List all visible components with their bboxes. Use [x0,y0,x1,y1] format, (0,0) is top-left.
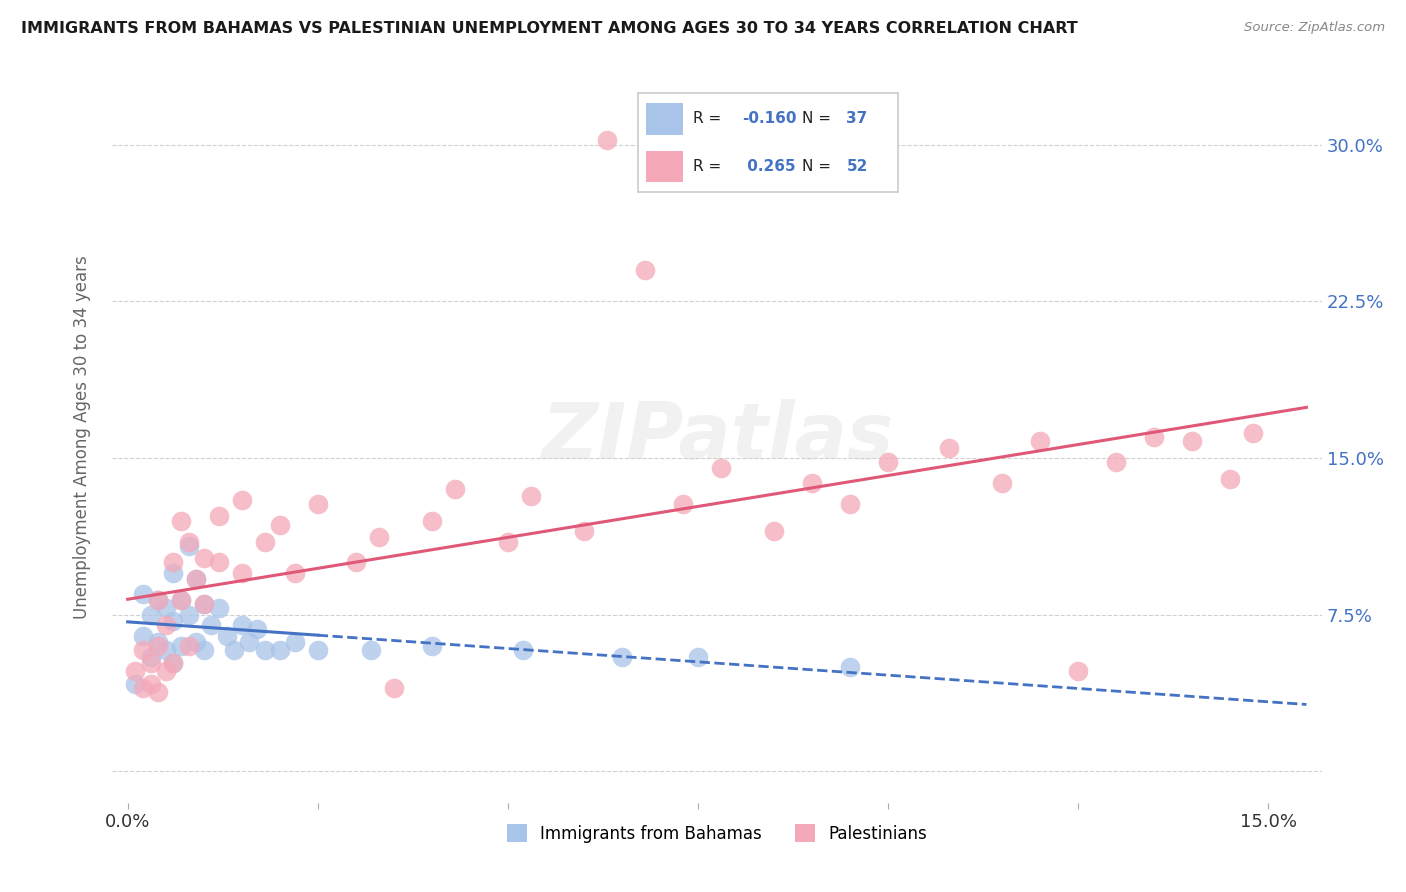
Point [877,455,900,469]
Y-axis label: Unemployment Among Ages 30 to 34 years: Unemployment Among Ages 30 to 34 years [73,255,91,619]
Point [1029,434,1052,449]
Text: ZIPatlas: ZIPatlas [541,399,893,475]
Point [1105,455,1128,469]
Point [170,639,193,653]
Point [193,597,215,611]
Point [124,664,146,678]
Point [1241,425,1264,440]
Point [512,643,534,657]
Point [253,534,276,549]
Point [200,618,222,632]
Point [162,566,184,580]
Point [170,514,193,528]
Point [610,649,633,664]
Point [177,639,200,653]
Point [177,539,200,553]
Point [938,441,960,455]
Point [710,461,733,475]
Point [170,593,193,607]
Point [839,660,862,674]
Point [193,597,215,611]
Point [307,643,329,657]
Point [420,639,443,653]
Point [139,607,162,622]
Point [360,643,382,657]
Point [162,614,184,628]
Point [177,534,200,549]
Point [124,676,146,690]
Point [155,618,177,632]
Point [634,263,657,277]
Point [224,643,246,657]
Point [184,572,207,586]
Text: IMMIGRANTS FROM BAHAMAS VS PALESTINIAN UNEMPLOYMENT AMONG AGES 30 TO 34 YEARS CO: IMMIGRANTS FROM BAHAMAS VS PALESTINIAN U… [21,21,1078,36]
Point [162,656,184,670]
Point [132,587,155,601]
Point [170,593,193,607]
Point [269,643,291,657]
Point [184,635,207,649]
Point [572,524,595,538]
Point [672,497,695,511]
Point [139,649,162,664]
Point [269,517,291,532]
Point [208,601,231,615]
Point [155,643,177,657]
Point [132,629,155,643]
Point [367,530,389,544]
Point [596,133,619,147]
Point [801,476,824,491]
Point [146,639,169,653]
Point [132,681,155,695]
Point [284,566,307,580]
Point [146,593,169,607]
Legend: Immigrants from Bahamas, Palestinians: Immigrants from Bahamas, Palestinians [501,818,934,849]
Point [193,643,215,657]
Point [139,676,162,690]
Point [686,649,709,664]
Text: Source: ZipAtlas.com: Source: ZipAtlas.com [1244,21,1385,34]
Point [208,556,231,570]
Point [155,664,177,678]
Point [146,635,169,649]
Point [146,685,169,699]
Point [839,497,862,511]
Point [231,618,253,632]
Point [763,524,786,538]
Point [307,497,329,511]
Point [177,607,200,622]
Point [193,551,215,566]
Point [162,556,184,570]
Point [184,572,207,586]
Point [344,556,367,570]
Point [215,629,238,643]
Point [420,514,443,528]
Point [284,635,307,649]
Point [132,643,155,657]
Point [496,534,519,549]
Point [246,623,269,637]
Point [253,643,276,657]
Point [1143,430,1166,444]
Point [443,483,465,497]
Point [231,566,253,580]
Point [162,656,184,670]
Point [238,635,260,649]
Point [1067,664,1090,678]
Point [155,601,177,615]
Point [519,489,541,503]
Point [139,656,162,670]
Point [991,476,1014,491]
Point [231,492,253,507]
Point [1219,472,1241,486]
Point [1181,434,1204,449]
Point [208,509,231,524]
Point [382,681,405,695]
Point [146,593,169,607]
